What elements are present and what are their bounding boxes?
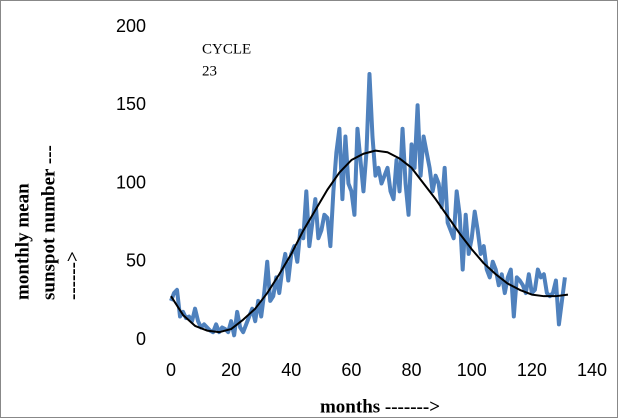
y-tick-label: 0 [136, 329, 146, 349]
y-axis-label-line: monthly mean [12, 183, 33, 300]
x-tick-label: 20 [221, 360, 241, 380]
y-tick-label: 150 [116, 94, 146, 114]
series-line [169, 71, 567, 338]
x-axis-label: months -------> [320, 396, 440, 417]
y-tick-label: 50 [126, 251, 146, 271]
series-line [170, 149, 569, 334]
y-tick-label: 200 [116, 16, 146, 36]
y-axis-label: monthly mean sunspot number --- ------> [12, 145, 83, 300]
annotation: 23 [202, 63, 217, 79]
y-axis-label-line: ------> [62, 251, 83, 300]
annotation: CYCLE [202, 41, 251, 57]
x-tick-label: 120 [517, 360, 547, 380]
y-axis-label-line: sunspot number --- [38, 145, 59, 300]
y-tick-label: 100 [116, 172, 146, 192]
x-tick-label: 140 [577, 360, 607, 380]
x-tick-label: 40 [281, 360, 301, 380]
x-tick-label: 60 [341, 360, 361, 380]
x-tick-label: 0 [166, 360, 176, 380]
x-tick-label: 100 [457, 360, 487, 380]
x-tick-label: 80 [402, 360, 422, 380]
